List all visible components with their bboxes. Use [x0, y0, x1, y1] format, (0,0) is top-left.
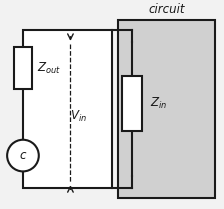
- Circle shape: [7, 140, 39, 171]
- Bar: [118, 20, 215, 198]
- Text: $Z_{in}$: $Z_{in}$: [150, 96, 167, 111]
- Bar: [122, 76, 142, 131]
- Text: $Z_{out}$: $Z_{out}$: [37, 60, 61, 76]
- Bar: [14, 47, 32, 89]
- Text: $V_{in}$: $V_{in}$: [70, 108, 87, 124]
- Text: c: c: [20, 149, 26, 162]
- Text: circuit: circuit: [148, 3, 185, 16]
- Bar: [23, 30, 112, 188]
